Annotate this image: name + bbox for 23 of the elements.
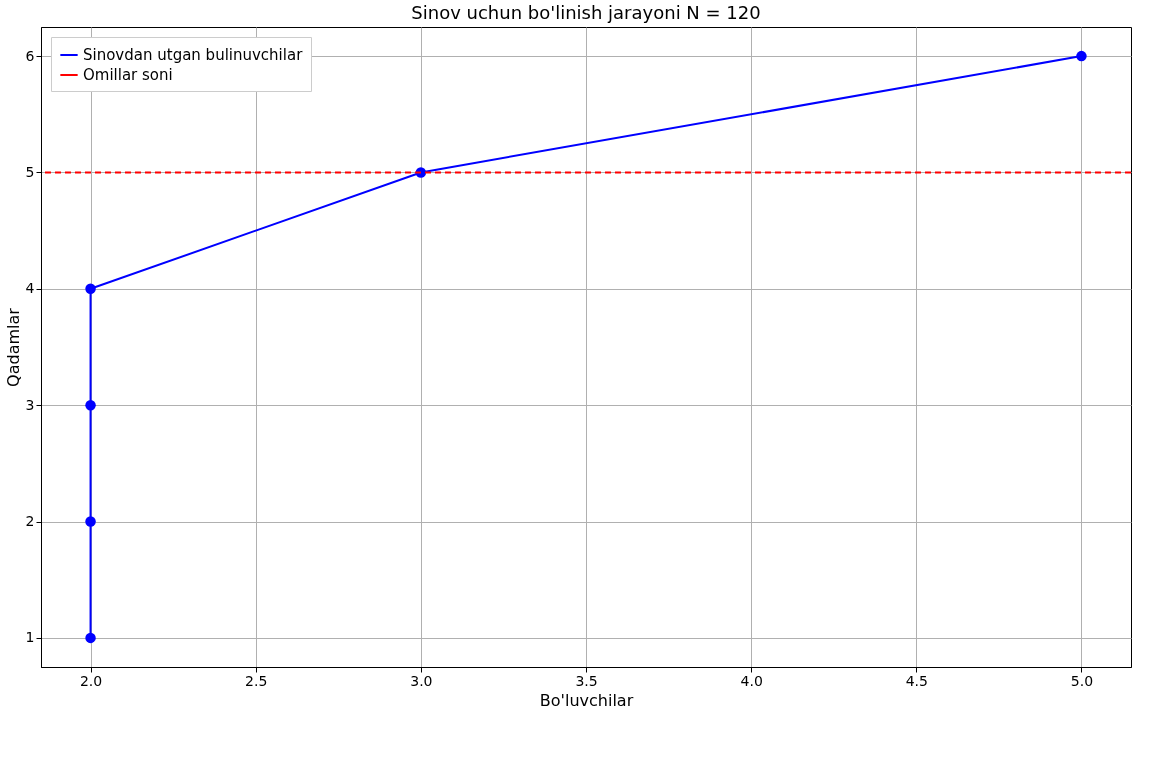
point bbox=[85, 399, 96, 411]
x-tick-label: 3.0 bbox=[410, 672, 433, 689]
legend-label: Omillar soni bbox=[83, 66, 173, 84]
y-tick-label: 3 bbox=[25, 396, 35, 413]
point bbox=[85, 283, 96, 295]
y-tick-label: 5 bbox=[25, 163, 35, 180]
y-tick-label: 4 bbox=[25, 280, 35, 297]
x-tick-label: 2.5 bbox=[245, 672, 268, 689]
x-tick-label: 4.5 bbox=[905, 672, 928, 689]
y-tick-label: 1 bbox=[25, 629, 35, 646]
x-tick-label: 5.0 bbox=[1070, 672, 1094, 689]
point bbox=[1076, 50, 1087, 62]
chart-title: Sinov uchun bo'linish jarayoni N = 120 bbox=[411, 2, 761, 23]
legend-label: Sinovdan utgan bulinuvchilar bbox=[83, 46, 304, 64]
x-tick-label: 3.5 bbox=[575, 672, 598, 689]
y-axis-title: Qadamlar bbox=[3, 307, 23, 387]
x-tick-label: 2.0 bbox=[79, 672, 103, 689]
point bbox=[85, 632, 96, 644]
x-axis-title: Bo'luvchilar bbox=[539, 690, 634, 710]
y-tick-label: 2 bbox=[25, 513, 35, 530]
y-tick-label: 6 bbox=[25, 47, 35, 64]
point bbox=[85, 516, 96, 527]
x-tick-label: 4.0 bbox=[740, 672, 763, 689]
